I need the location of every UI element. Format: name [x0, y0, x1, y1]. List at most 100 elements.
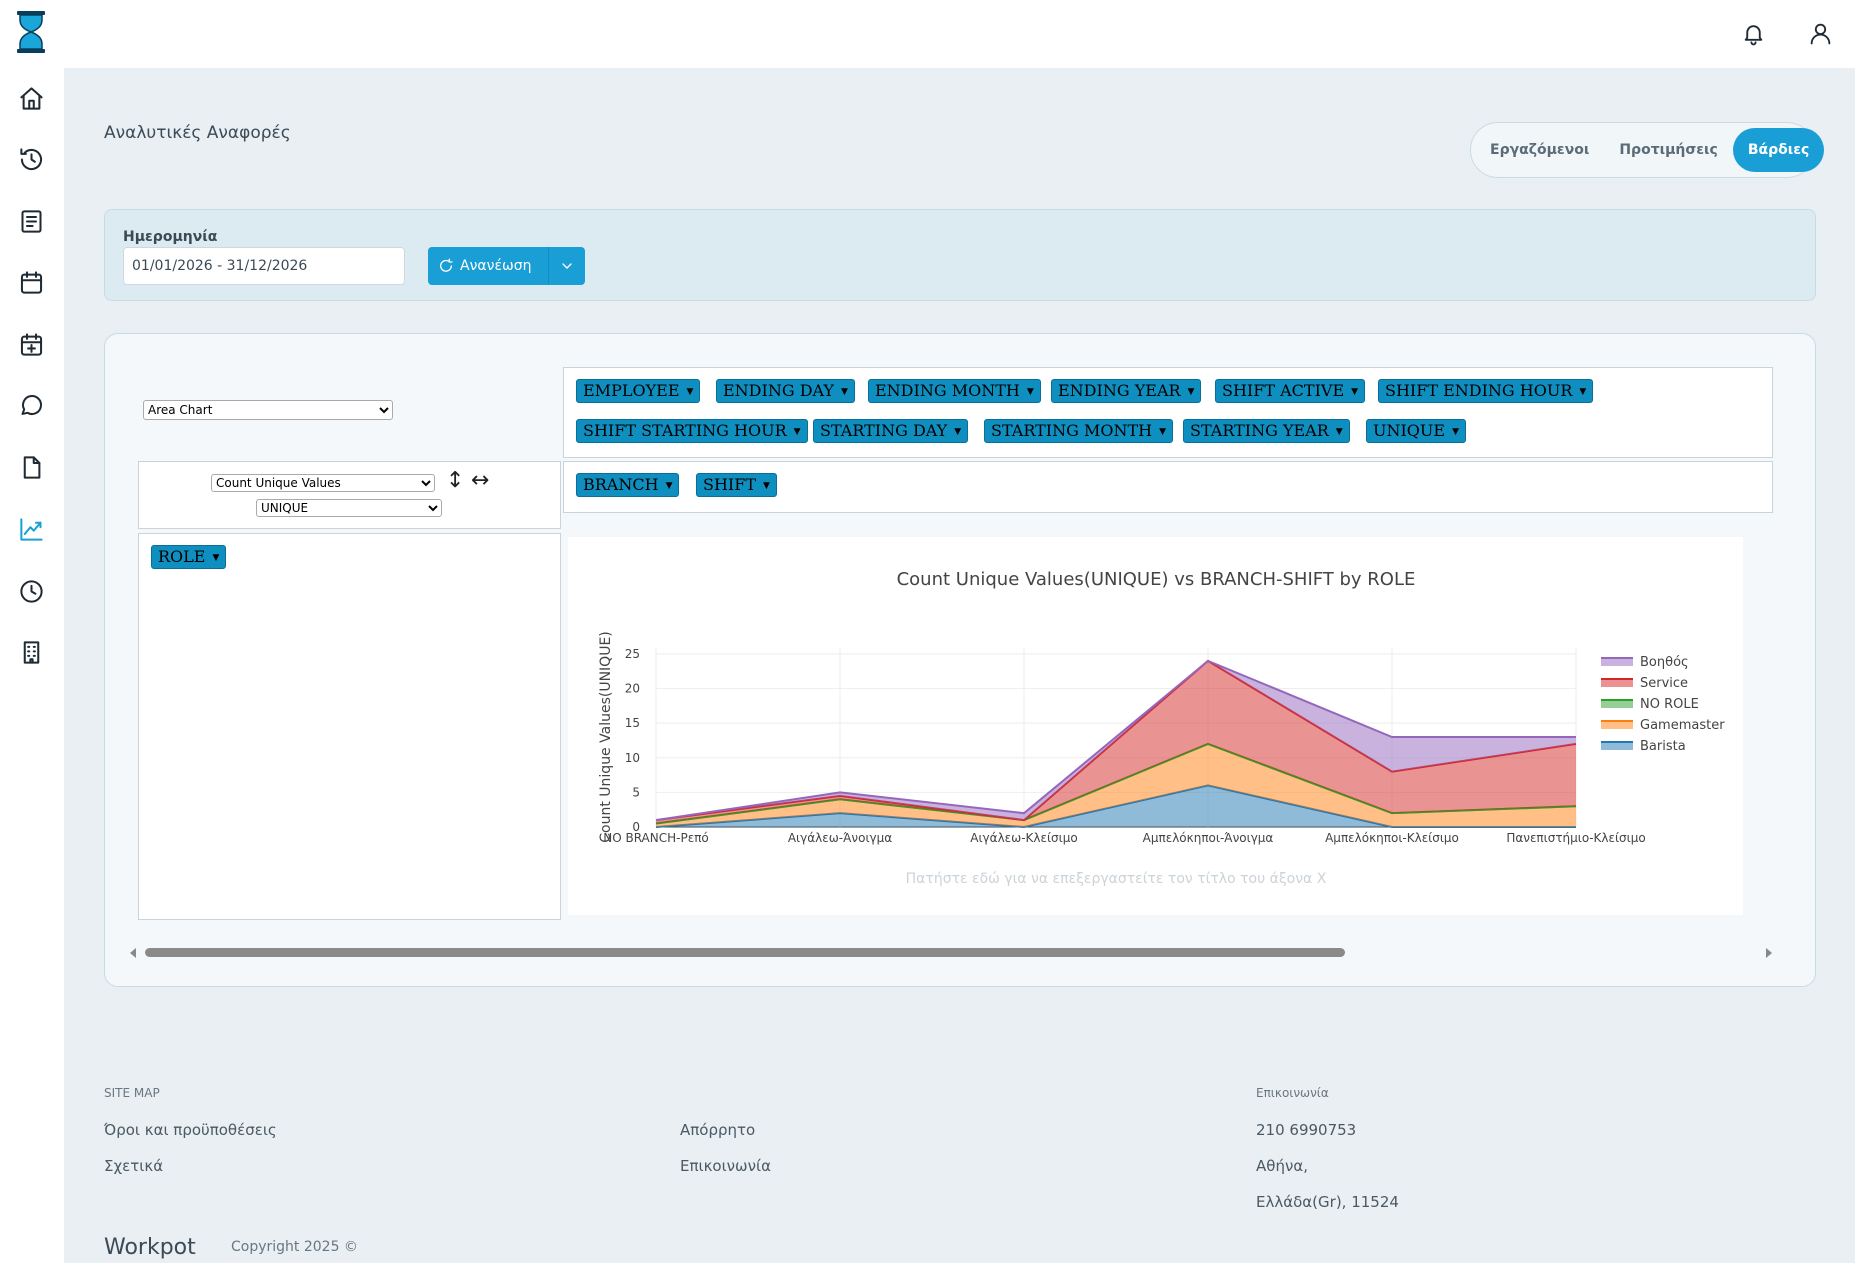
chart-title: Count Unique Values(UNIQUE) vs BRANCH-SH…	[897, 569, 1416, 590]
aggregator-field-select[interactable]: UNIQUE	[256, 499, 442, 517]
user-icon[interactable]	[1805, 18, 1835, 48]
refresh-button-group: Ανανέωση	[428, 247, 585, 285]
tab-shifts[interactable]: Βάρδιες	[1732, 128, 1825, 172]
attribute-pill[interactable]: UNIQUE ▼	[1366, 419, 1467, 443]
chat-icon[interactable]	[14, 388, 48, 422]
attribute-label: ENDING DAY	[723, 381, 834, 400]
horizontal-scrollbar[interactable]	[130, 944, 1772, 962]
footer-link-contact[interactable]: Επικοινωνία	[680, 1157, 771, 1175]
copyright: Copyright 2025 ©	[231, 1239, 358, 1255]
attribute-label: ENDING MONTH	[875, 381, 1020, 400]
footer-link-terms[interactable]: Όροι και προϋποθέσεις	[104, 1121, 277, 1139]
renderer-select[interactable]: Area Chart	[143, 400, 393, 420]
scrollbar-thumb[interactable]	[145, 948, 1345, 957]
refresh-dropdown-toggle[interactable]	[548, 247, 585, 285]
footer-link-about[interactable]: Σχετικά	[104, 1157, 164, 1175]
x-axis-title: Πατήστε εδώ για να επεξεργαστείτε τον τί…	[906, 871, 1327, 887]
y-tick-label: 10	[625, 751, 640, 765]
clock-icon[interactable]	[14, 574, 48, 608]
building-icon[interactable]	[14, 635, 48, 669]
legend-label: Βοηθός	[1640, 655, 1689, 670]
attribute-label: STARTING MONTH	[991, 421, 1153, 440]
triangle-down-icon: ▼	[1026, 387, 1034, 397]
attribute-pill[interactable]: EMPLOYEE ▼	[576, 379, 701, 403]
date-range-input[interactable]	[123, 247, 405, 285]
area-chart: 0 5 10 15 20 25 NO BRANCH-Ρεπό Αιγάλεω-Άνοιγμα Α…	[598, 569, 1725, 887]
column-pill-branch[interactable]: BRANCH ▼	[576, 473, 680, 497]
x-tick-label: Αμπελόκηποι-Κλείσιμο	[1325, 831, 1459, 845]
attribute-pill[interactable]: SHIFT ACTIVE ▼	[1215, 379, 1366, 403]
y-tick-label: 15	[625, 716, 640, 730]
attribute-pill[interactable]: STARTING YEAR ▼	[1183, 419, 1350, 443]
triangle-down-icon: ▼	[665, 481, 673, 491]
tab-employees[interactable]: Εργαζόμενοι	[1490, 142, 1590, 158]
tab-preferences[interactable]: Προτιμήσεις	[1619, 142, 1718, 158]
unused-attributes-area: EMPLOYEE ▼ ENDING DAY ▼ ENDING MONTH ▼ ENDI…	[563, 367, 1773, 458]
attribute-label: STARTING YEAR	[1190, 421, 1329, 440]
attribute-pill[interactable]: ENDING DAY ▼	[716, 379, 855, 403]
triangle-down-icon: ▼	[686, 387, 694, 397]
x-tick-label: Αιγάλεω-Άνοιγμα	[788, 831, 892, 845]
attribute-label: STARTING DAY	[820, 421, 948, 440]
row-label: ROLE	[158, 547, 206, 566]
report-tabs: Εργαζόμενοι Προτιμήσεις Βάρδιες	[1470, 122, 1825, 178]
attribute-pill[interactable]: STARTING MONTH ▼	[984, 419, 1173, 443]
triangle-down-icon: ▼	[1335, 427, 1343, 437]
contact-heading: Επικοινωνία	[1256, 1086, 1329, 1100]
book-icon[interactable]	[14, 204, 48, 238]
hourglass-logo-icon[interactable]	[16, 10, 46, 54]
attribute-pill[interactable]: SHIFT ENDING HOUR ▼	[1378, 379, 1594, 403]
attribute-label: ENDING YEAR	[1058, 381, 1181, 400]
triangle-down-icon: ▼	[793, 427, 801, 437]
series-area	[656, 660, 1576, 824]
refresh-label: Ανανέωση	[460, 258, 532, 274]
calendar-icon[interactable]	[14, 265, 48, 299]
filter-card: Ημερομηνία Ανανέωση	[104, 209, 1816, 301]
attribute-label: SHIFT STARTING HOUR	[583, 421, 787, 440]
footer-link-privacy[interactable]: Απόρρητο	[680, 1121, 756, 1139]
legend-label: Service	[1640, 676, 1688, 691]
column-fields-area: BRANCH ▼ SHIFT ▼	[563, 461, 1773, 513]
document-icon[interactable]	[14, 450, 48, 484]
attribute-label: EMPLOYEE	[583, 381, 680, 400]
y-tick-label: 20	[625, 682, 640, 696]
x-tick-label: NO BRANCH-Ρεπό	[603, 831, 709, 845]
brand-name: Workpot	[104, 1235, 196, 1260]
legend-swatch	[1601, 679, 1633, 687]
col-order-arrow-icon[interactable]: ↔	[471, 468, 490, 493]
attribute-label: SHIFT ACTIVE	[1222, 381, 1345, 400]
triangle-down-icon: ▼	[1452, 427, 1460, 437]
chart-area: 0 5 10 15 20 25 NO BRANCH-Ρεπό Αιγάλεω-Άνοιγμα Α…	[568, 537, 1743, 915]
home-icon[interactable]	[14, 81, 48, 115]
legend-swatch	[1601, 700, 1633, 708]
chevron-down-icon	[562, 263, 572, 269]
refresh-button[interactable]: Ανανέωση	[428, 258, 548, 274]
attribute-pill[interactable]: SHIFT STARTING HOUR ▼	[576, 419, 808, 443]
history-icon[interactable]	[14, 142, 48, 176]
column-pill-shift[interactable]: SHIFT ▼	[696, 473, 777, 497]
analytics-chart-icon[interactable]	[14, 512, 48, 546]
bell-icon[interactable]	[1738, 18, 1768, 48]
attribute-pill[interactable]: STARTING DAY ▼	[813, 419, 969, 443]
calendar-add-icon[interactable]	[14, 327, 48, 361]
row-order-arrow-icon[interactable]: ↕	[446, 468, 465, 493]
legend-swatch	[1601, 721, 1633, 729]
series-area	[656, 743, 1576, 827]
x-tick-label: Αιγάλεω-Κλείσιμο	[970, 831, 1077, 845]
y-tick-label: 5	[632, 785, 640, 799]
contact-country: Ελλάδα(Gr), 11524	[1256, 1193, 1399, 1211]
row-pill-role[interactable]: ROLE ▼	[151, 545, 227, 569]
aggregator-select[interactable]: Count Unique Values	[211, 474, 435, 492]
triangle-down-icon: ▼	[1187, 387, 1195, 397]
sidebar	[0, 0, 64, 1263]
triangle-down-icon: ▼	[763, 481, 770, 491]
y-axis-title: Count Unique Values(UNIQUE)	[598, 631, 614, 842]
triangle-down-icon: ▼	[1159, 427, 1166, 437]
attribute-pill[interactable]: ENDING MONTH ▼	[868, 379, 1041, 403]
scroll-left-arrow-icon[interactable]	[130, 948, 136, 958]
scroll-right-arrow-icon[interactable]	[1766, 948, 1772, 958]
date-label: Ημερομηνία	[123, 229, 218, 245]
aggregator-area: Count Unique Values UNIQUE ↕ ↔	[138, 461, 561, 529]
triangle-down-icon: ▼	[1579, 387, 1587, 397]
attribute-pill[interactable]: ENDING YEAR ▼	[1051, 379, 1202, 403]
